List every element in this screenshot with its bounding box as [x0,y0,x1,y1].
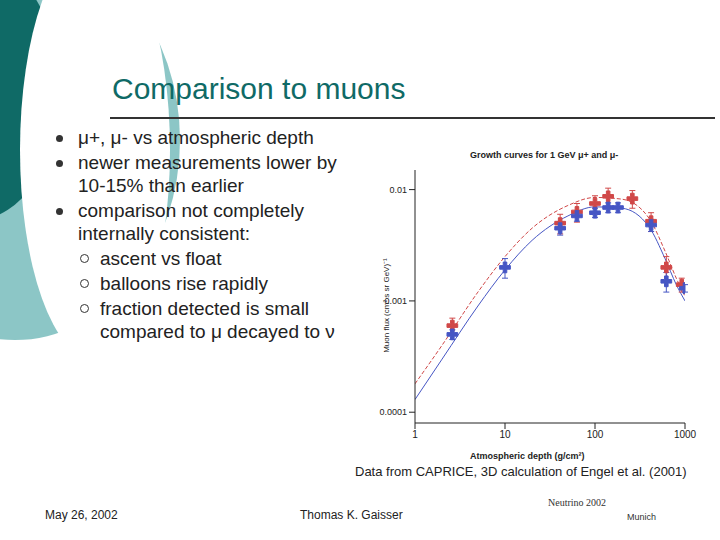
svg-text:100: 100 [587,429,604,440]
svg-text:0.01: 0.01 [389,185,407,195]
svg-text:1: 1 [412,429,418,440]
svg-text:0.001: 0.001 [384,296,407,306]
svg-text:10: 10 [499,429,511,440]
svg-text:0.0001: 0.0001 [379,407,407,417]
svg-text:1000: 1000 [674,429,697,440]
